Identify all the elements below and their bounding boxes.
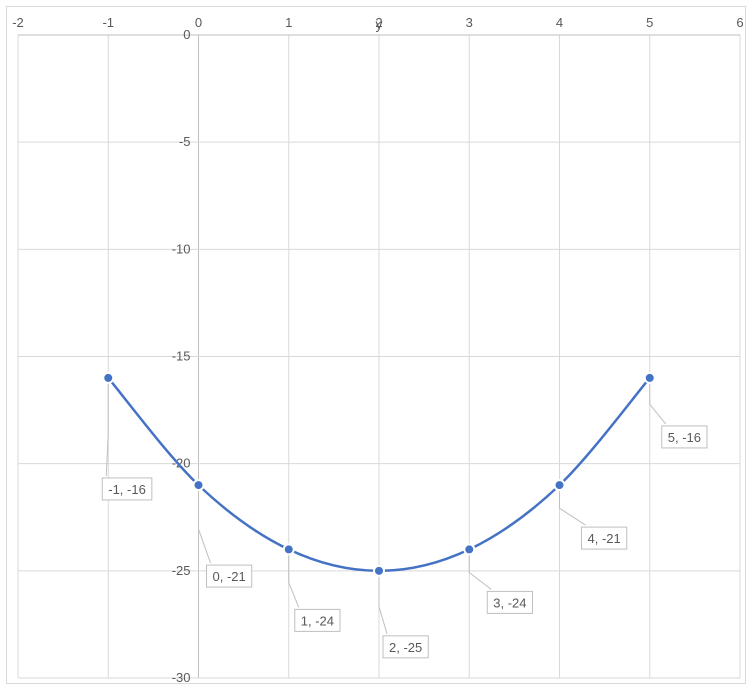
data-marker — [284, 544, 294, 554]
x-tick-label: -1 — [102, 15, 114, 30]
x-tick-label: 1 — [285, 15, 292, 30]
data-marker — [645, 373, 655, 383]
data-label-text: 5, -16 — [668, 430, 701, 445]
data-label-text: 3, -24 — [493, 595, 526, 610]
data-label-text: 1, -24 — [301, 613, 334, 628]
data-label-leader — [289, 549, 299, 607]
chart-container: -2-101234560-5-10-15-20-25-30y-1, -160, … — [0, 0, 752, 690]
x-tick-label: 5 — [646, 15, 653, 30]
data-label-leader — [650, 378, 666, 424]
y-axis-title: y — [376, 16, 383, 32]
x-tick-label: 6 — [736, 15, 743, 30]
data-marker — [194, 480, 204, 490]
data-label-text: 0, -21 — [213, 569, 246, 584]
y-tick-label: -30 — [172, 670, 191, 685]
x-tick-label: 4 — [556, 15, 563, 30]
data-label-leader — [560, 485, 586, 525]
x-tick-label: -2 — [12, 15, 24, 30]
data-label-leader — [379, 571, 387, 634]
data-label-text: -1, -16 — [108, 482, 146, 497]
data-marker — [103, 373, 113, 383]
data-marker — [555, 480, 565, 490]
x-tick-label: 3 — [466, 15, 473, 30]
y-tick-label: 0 — [183, 27, 190, 42]
y-tick-label: -15 — [172, 349, 191, 364]
y-tick-label: -5 — [179, 134, 191, 149]
data-label-text: 2, -25 — [389, 640, 422, 655]
data-label-leader — [199, 485, 211, 563]
data-marker — [464, 544, 474, 554]
data-label-text: 4, -21 — [588, 531, 621, 546]
y-tick-label: -10 — [172, 241, 191, 256]
chart-svg: -2-101234560-5-10-15-20-25-30y-1, -160, … — [0, 0, 752, 690]
x-tick-label: 0 — [195, 15, 202, 30]
data-marker — [374, 566, 384, 576]
data-label-leader — [469, 549, 491, 589]
y-tick-label: -25 — [172, 563, 191, 578]
